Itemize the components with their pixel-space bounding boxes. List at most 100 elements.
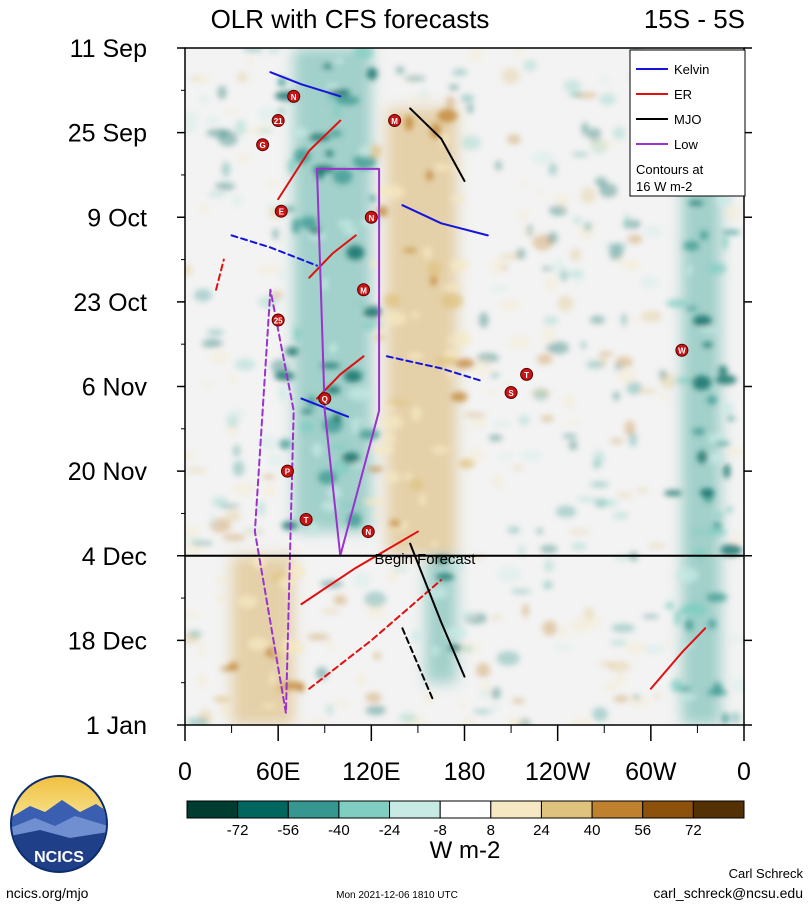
storm-marker: Q — [318, 392, 332, 406]
colorbar-swatch — [338, 800, 391, 819]
contour-mjo-13 — [409, 542, 466, 678]
storm-marker-label: E — [279, 208, 285, 217]
contour-low-15 — [315, 167, 381, 557]
storm-marker: N — [287, 89, 301, 103]
storm-marker-label: W — [678, 347, 686, 356]
colorbar-unit-label: W m-2 — [430, 837, 501, 864]
contour-er-8 — [300, 530, 419, 606]
region-label: 15S - 5S — [644, 4, 745, 34]
legend: Kelvin ER MJO Low Contours at 16 W m-2 — [629, 49, 746, 197]
colorbar-swatch — [490, 800, 542, 819]
y-tick-label: 4 Dec — [82, 543, 147, 571]
x-tick-label: 120E — [342, 758, 400, 786]
footer-author: Carl Schreck — [729, 866, 804, 881]
colorbar-tick-label: 24 — [533, 822, 550, 839]
logo-text: NCICS — [34, 849, 84, 866]
y-tick-label: 18 Dec — [68, 627, 147, 655]
colorbar-tick-label: -8 — [434, 822, 447, 839]
colorbar-tick-label: -56 — [277, 822, 299, 839]
contour-kelvin-0 — [269, 71, 342, 98]
contour-low-16 — [253, 288, 295, 714]
ncics-logo: NCICS — [10, 775, 108, 873]
colorbar-tick-label: 56 — [634, 822, 651, 839]
storm-marker: 25 — [271, 313, 285, 327]
colorbar-tick-label: -40 — [328, 822, 350, 839]
colorbar-swatch — [692, 800, 745, 819]
colorbar-tick-label: 40 — [584, 822, 601, 839]
anomaly-band-wet-2 — [681, 168, 721, 725]
storm-marker: S — [504, 386, 518, 400]
storm-marker: E — [274, 204, 288, 218]
axes: 11 Sep 25 Sep 9 Oct 23 Oct 6 Nov 20 Nov 4 Dec 1… — [68, 35, 752, 786]
footer-email: carl_schreck@ncsu.edu — [653, 885, 803, 901]
contour-kelvin-2 — [300, 397, 350, 418]
storm-marker-label: S — [508, 389, 514, 398]
storm-marker: 21 — [271, 114, 285, 128]
colorbar: -72 -56 -40 -24 -8 8 24 40 56 72 — [186, 800, 745, 839]
contour-kelvin-3 — [230, 234, 318, 267]
storm-marker-label: N — [368, 214, 374, 223]
colorbar-swatch — [237, 800, 289, 819]
legend-label-mjo: MJO — [674, 112, 701, 127]
y-tick-label: 23 Oct — [73, 289, 147, 317]
storm-marker-label: N — [365, 528, 371, 537]
storm-marker: N — [361, 525, 375, 539]
storm-marker-label: T — [304, 516, 309, 525]
footer-url: ncics.org/mjo — [6, 885, 89, 901]
storm-marker-label: 25 — [274, 317, 283, 326]
storm-marker-label: Q — [322, 395, 328, 404]
footer-timestamp: Mon 2021-12-06 1810 UTC — [336, 890, 458, 901]
colorbar-swatch — [591, 800, 644, 819]
legend-label-er: ER — [674, 87, 692, 102]
colorbar-swatch — [540, 800, 593, 819]
colorbar-tick-label: 72 — [685, 822, 702, 839]
anomaly-band-dry-3 — [386, 108, 457, 556]
storm-marker: W — [675, 343, 689, 357]
y-tick-label: 25 Sep — [68, 120, 147, 148]
chart-title: OLR with CFS forecasts — [211, 4, 490, 34]
y-tick-label: 1 Jan — [86, 712, 147, 740]
legend-note-line1: Contours at — [636, 162, 704, 177]
y-tick-label: 11 Sep — [70, 35, 147, 63]
forecast-label: Begin Forecast — [375, 551, 477, 568]
storm-marker-label: T — [524, 371, 529, 380]
storm-marker-label: 21 — [274, 117, 283, 126]
storm-marker-label: N — [291, 93, 297, 102]
contour-er-6 — [308, 234, 357, 279]
contour-kelvin-1 — [401, 204, 489, 237]
contour-mjo-12 — [409, 107, 466, 182]
contour-mjo-14 — [401, 627, 435, 702]
wave-contours — [215, 71, 707, 714]
legend-note-line2: 16 W m-2 — [636, 179, 692, 194]
colorbar-swatch — [389, 800, 441, 819]
x-tick-label: 60E — [256, 758, 300, 786]
contour-er-5 — [277, 119, 342, 201]
legend-label-kelvin: Kelvin — [674, 62, 709, 77]
storm-marker: M — [357, 283, 371, 297]
colorbar-swatch — [287, 800, 340, 819]
storm-marker: G — [256, 138, 270, 152]
x-tick-label: 0 — [737, 758, 751, 786]
storm-marker-label: G — [260, 141, 266, 150]
y-tick-label: 6 Nov — [82, 374, 148, 402]
storm-marker-label: M — [391, 117, 398, 126]
legend-label-low: Low — [674, 137, 698, 152]
contour-er-10 — [308, 578, 443, 690]
x-tick-label: 60W — [625, 758, 677, 786]
storm-marker: P — [280, 464, 294, 478]
storm-marker: T — [520, 367, 534, 381]
contour-er-11 — [215, 258, 225, 291]
storm-markers: N G 21 M E N M 25 Q P T N W T S — [256, 89, 689, 539]
colorbar-swatch — [186, 800, 239, 819]
storm-marker: M — [388, 114, 402, 128]
storm-marker-label: M — [360, 286, 367, 295]
colorbar-tick-label: -24 — [379, 822, 401, 839]
y-tick-label: 9 Oct — [87, 204, 147, 232]
contour-kelvin-4 — [385, 355, 482, 382]
x-tick-label: 120W — [525, 758, 591, 786]
x-tick-label: 180 — [444, 758, 486, 786]
colorbar-swatch — [642, 800, 694, 819]
storm-marker-label: P — [285, 468, 291, 477]
colorbar-swatch — [439, 800, 492, 819]
